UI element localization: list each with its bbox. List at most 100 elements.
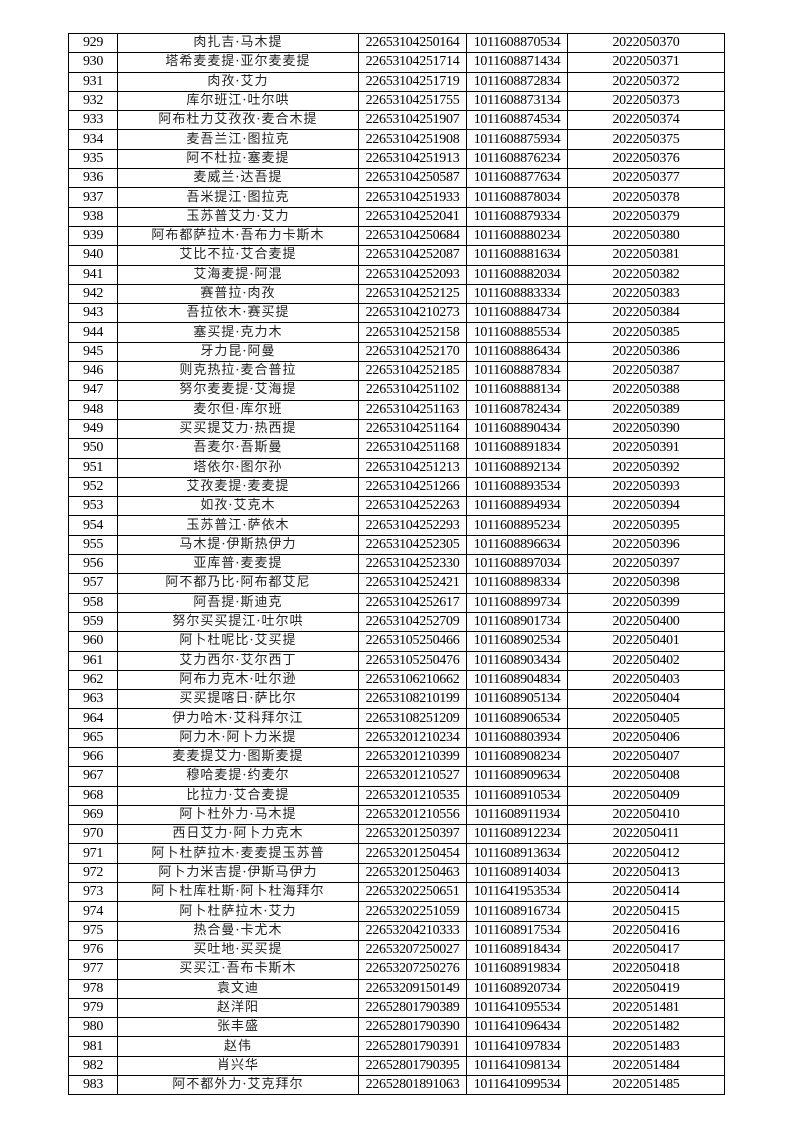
serial-number-cell: 2022050418 [567, 959, 725, 980]
serial-number-cell: 2022050371 [567, 52, 725, 73]
exam-number-cell: 22653105250466 [358, 631, 467, 652]
row-number-cell: 933 [68, 110, 118, 131]
student-name-cell: 吾米提江·图拉克 [117, 187, 359, 208]
row-number-cell: 964 [68, 708, 118, 729]
row-number-cell: 930 [68, 52, 118, 73]
student-name-cell: 赛普拉·肉孜 [117, 283, 359, 305]
table-row: 940 艾比不拉·艾合麦提 22653104252087 1011608881634 2… [68, 245, 725, 266]
id-number-cell: 1011608891834 [466, 438, 568, 459]
exam-number-cell: 22652801790390 [358, 1017, 467, 1038]
table-row: 930 塔希麦麦提·亚尔麦麦提 22653104251714 101160887143… [68, 52, 725, 73]
exam-number-cell: 22653104252263 [358, 496, 467, 517]
id-number-cell: 1011608881634 [466, 245, 568, 266]
serial-number-cell: 2022050375 [567, 129, 725, 150]
serial-number-cell: 2022050417 [567, 939, 725, 961]
row-number-cell: 937 [68, 187, 118, 208]
table-row: 983 阿不都外力·艾克拜尔 22652801891063 1011641099534… [68, 1075, 725, 1096]
serial-number-cell: 2022050419 [567, 978, 725, 999]
table-row: 977 买买江·吾布卡斯木 22653207250276 1011608919834 2… [68, 959, 725, 980]
row-number-cell: 966 [68, 746, 118, 768]
student-name-cell: 艾孜麦提·麦麦提 [117, 476, 359, 498]
table-row: 959 努尔买买提江·吐尔哄 22653104252709 1011608901734… [68, 611, 725, 633]
id-number-cell: 1011608902534 [466, 631, 568, 652]
row-number-cell: 965 [68, 727, 118, 748]
serial-number-cell: 2022050411 [567, 824, 725, 845]
exam-number-cell: 22653202250651 [358, 882, 467, 903]
exam-number-cell: 22653104252617 [358, 592, 467, 613]
serial-number-cell: 2022050408 [567, 766, 725, 787]
serial-number-cell: 2022050395 [567, 515, 725, 536]
student-name-cell: 热合曼·卡尤木 [117, 920, 359, 941]
id-number-cell: 1011608901734 [466, 611, 568, 633]
serial-number-cell: 2022050396 [567, 534, 725, 556]
serial-number-cell: 2022051483 [567, 1036, 725, 1057]
serial-number-cell: 2022051485 [567, 1075, 725, 1096]
exam-number-cell: 22653207250276 [358, 959, 467, 980]
table-row: 933 阿布杜力艾孜孜·麦合木提 22653104251907 10116088745… [68, 110, 725, 131]
table-row: 976 买吐地·买买提 22653207250027 1011608918434 202… [68, 939, 725, 961]
serial-number-cell: 2022051484 [567, 1055, 725, 1077]
row-number-cell: 945 [68, 341, 118, 363]
serial-number-cell: 2022050392 [567, 457, 725, 478]
table-row: 982 肖兴华 22652801790395 1011641098134 2022051… [68, 1055, 725, 1077]
student-name-cell: 阿卜杜库杜斯·阿卜杜海拜尔 [117, 882, 359, 903]
exam-number-cell: 22653104251102 [358, 380, 467, 401]
id-number-cell: 1011608908234 [466, 746, 568, 768]
serial-number-cell: 2022050381 [567, 245, 725, 266]
id-number-cell: 1011608885534 [466, 322, 568, 343]
serial-number-cell: 2022050402 [567, 650, 725, 671]
table-row: 938 玉苏普艾力·艾力 22653104252041 1011608879334 20… [68, 206, 725, 227]
exam-number-cell: 22653104251164 [358, 418, 467, 440]
exam-number-cell: 22653201210399 [358, 746, 467, 768]
serial-number-cell: 2022050393 [567, 476, 725, 498]
table-row: 943 吾拉依木·赛买提 22653104210273 1011608884734 20… [68, 303, 725, 324]
row-number-cell: 960 [68, 631, 118, 652]
table-row: 958 阿吾提·斯迪克 22653104252617 1011608899734 202… [68, 592, 725, 613]
row-number-cell: 948 [68, 399, 118, 420]
student-name-cell: 马木提·伊斯热伊力 [117, 534, 359, 556]
student-name-cell: 如孜·艾克木 [117, 496, 359, 517]
row-number-cell: 946 [68, 361, 118, 382]
exam-number-cell: 22653104251907 [358, 110, 467, 131]
exam-number-cell: 22653104252421 [358, 573, 467, 594]
exam-number-cell: 22653104251163 [358, 399, 467, 420]
table-row: 962 阿布力克木·吐尔逊 22653106210662 1011608904834 2… [68, 669, 725, 691]
serial-number-cell: 2022050374 [567, 110, 725, 131]
student-name-cell: 买买江·吾布卡斯木 [117, 959, 359, 980]
table-row: 968 比拉力·艾合麦提 22653201210535 1011608910534 20… [68, 785, 725, 806]
exam-number-cell: 22653108210199 [358, 689, 467, 710]
student-name-cell: 塔依尔·图尔孙 [117, 457, 359, 478]
id-number-cell: 1011641097834 [466, 1036, 568, 1057]
student-name-cell: 赵伟 [117, 1036, 359, 1057]
exam-number-cell: 22653104251719 [358, 71, 467, 92]
exam-number-cell: 22653104252087 [358, 245, 467, 266]
exam-number-cell: 22653104252709 [358, 611, 467, 633]
serial-number-cell: 2022050386 [567, 341, 725, 363]
student-name-cell: 买买提艾力·热西提 [117, 418, 359, 440]
student-name-cell: 阿力木·阿卜力米提 [117, 727, 359, 748]
exam-number-cell: 22653209150149 [358, 978, 467, 999]
student-name-cell: 阿卜杜呢比·艾买提 [117, 631, 359, 652]
serial-number-cell: 2022050380 [567, 225, 725, 247]
student-name-cell: 玉苏普艾力·艾力 [117, 206, 359, 227]
row-number-cell: 955 [68, 534, 118, 556]
row-number-cell: 956 [68, 554, 118, 575]
student-name-cell: 努尔买买提江·吐尔哄 [117, 611, 359, 633]
id-number-cell: 1011608878034 [466, 187, 568, 208]
row-number-cell: 958 [68, 592, 118, 613]
table-row: 965 阿力木·阿卜力米提 22653201210234 1011608803934 2… [68, 727, 725, 748]
serial-number-cell: 2022050382 [567, 264, 725, 285]
table-row: 979 赵洋阳 22652801790389 1011641095534 2022051… [68, 997, 725, 1019]
id-number-cell: 1011608917534 [466, 920, 568, 941]
student-name-cell: 西日艾力·阿卜力克木 [117, 824, 359, 845]
serial-number-cell: 2022050413 [567, 862, 725, 884]
exam-number-cell: 22653104251933 [358, 187, 467, 208]
exam-number-cell: 22653104252305 [358, 534, 467, 556]
id-number-cell: 1011608782434 [466, 399, 568, 420]
exam-number-cell: 22653201250397 [358, 824, 467, 845]
serial-number-cell: 2022050373 [567, 90, 725, 112]
id-number-cell: 1011608893534 [466, 476, 568, 498]
row-number-cell: 939 [68, 225, 118, 247]
serial-number-cell: 2022050384 [567, 303, 725, 324]
student-name-cell: 阿卜杜萨拉木·麦麦提玉苏普 [117, 843, 359, 864]
